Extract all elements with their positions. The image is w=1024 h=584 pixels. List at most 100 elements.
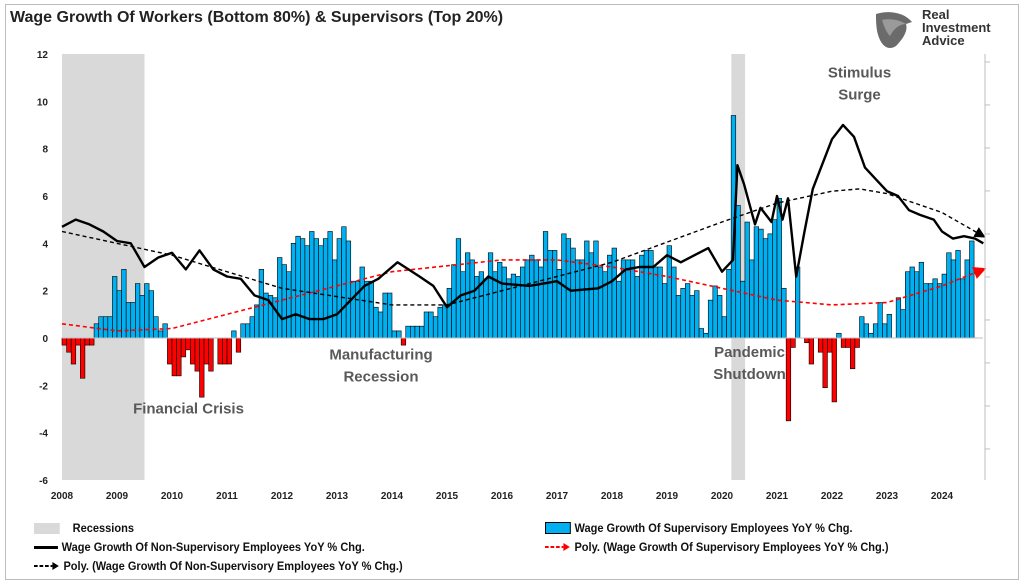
- supervisory-bar: [428, 311, 434, 339]
- supervisory-bar: [836, 332, 842, 339]
- supervisory-bar: [680, 287, 686, 339]
- annotation-text: Recession: [343, 368, 418, 385]
- supervisory-bar: [808, 337, 814, 365]
- legend-bar-swatch: [545, 522, 571, 534]
- supervisory-bar: [726, 269, 732, 339]
- supervisory-bar: [469, 259, 475, 339]
- supervisory-bar: [377, 311, 384, 339]
- supervisory-bar: [520, 266, 526, 339]
- legend-poly-supervisory: Poly. (Wage Growth Of Supervisory Employ…: [545, 540, 889, 554]
- x-tick-label: 2014: [381, 491, 404, 502]
- supervisory-bar: [542, 231, 549, 339]
- supervisory-bar: [552, 250, 558, 339]
- supervisory-bar: [102, 316, 109, 339]
- legend-dashed-arrow-icon: [34, 562, 59, 570]
- supervisory-bar: [432, 316, 439, 339]
- legend-recessions: Recessions: [34, 521, 134, 535]
- supervisory-bar: [652, 266, 659, 339]
- poly-supervisory-trendline: [61, 259, 987, 332]
- supervisory-bar: [400, 337, 407, 346]
- supervisory-bar: [804, 337, 810, 344]
- supervisory-bar: [643, 250, 649, 339]
- supervisory-bar: [840, 337, 847, 348]
- annotation-text: Financial Crisis: [133, 401, 244, 418]
- supervisory-bar: [70, 337, 77, 365]
- supervisory-bar: [336, 238, 342, 339]
- supervisory-bar: [895, 297, 902, 339]
- supervisory-bar: [437, 306, 443, 339]
- x-tick-label: 2018: [601, 491, 624, 502]
- supervisory-bar: [84, 337, 90, 346]
- supervisory-bar: [341, 226, 347, 339]
- supervisory-bar: [827, 337, 833, 353]
- x-tick-label: 2024: [931, 491, 954, 502]
- supervisory-bar: [854, 337, 860, 348]
- supervisory-bar: [130, 302, 136, 339]
- y-tick-label: 4: [42, 239, 48, 250]
- supervisory-bar: [703, 332, 709, 339]
- supervisory-bar: [964, 259, 970, 339]
- supervisory-bar: [648, 250, 654, 339]
- supervisory-bar: [497, 261, 503, 339]
- y-tick-label: -4: [39, 429, 48, 440]
- annotation-text: Pandemic: [714, 344, 785, 361]
- supervisory-bar: [529, 254, 535, 339]
- supervisory-bar: [258, 269, 264, 339]
- y-tick-label: 2: [42, 287, 48, 298]
- supervisory-bar: [364, 280, 370, 339]
- legend-label: Poly. (Wage Growth Of Supervisory Employ…: [574, 540, 889, 554]
- x-tick-label: 2016: [491, 491, 514, 502]
- chart-frame: [5, 4, 1019, 580]
- supervisory-bar: [162, 323, 168, 339]
- supervisory-bar: [666, 245, 672, 339]
- legend-recession-swatch: [34, 522, 60, 534]
- supervisory-bar: [886, 314, 892, 339]
- supervisory-bar: [272, 297, 278, 339]
- supervisory-bar: [107, 316, 113, 339]
- supervisory-bar: [350, 280, 356, 339]
- supervisory-bar: [455, 238, 462, 339]
- supervisory-bar: [373, 306, 379, 339]
- supervisory-bar: [176, 337, 182, 377]
- supervisory-bar: [222, 337, 228, 365]
- supervisory-bar: [776, 198, 782, 339]
- y-tick-label: 8: [42, 145, 48, 156]
- x-tick-label: 2013: [326, 491, 349, 502]
- supervisory-bar: [831, 337, 837, 403]
- supervisory-bar: [66, 337, 72, 353]
- supervisory-bar: [387, 292, 393, 339]
- supervisory-bar: [597, 266, 604, 339]
- supervisory-bar: [937, 283, 943, 339]
- supervisory-bar: [877, 302, 883, 339]
- supervisory-bar: [153, 316, 159, 339]
- supervisory-bar: [749, 259, 755, 339]
- logo-line-1: Real: [922, 7, 950, 22]
- logo-line-2: Investment: [922, 20, 991, 35]
- supervisory-bar: [872, 323, 879, 339]
- x-tick-label: 2011: [216, 491, 238, 502]
- supervisory-bar: [905, 271, 911, 339]
- supervisory-bar: [414, 325, 420, 339]
- supervisory-bar: [487, 252, 494, 339]
- supervisory-bar: [785, 337, 792, 422]
- supervisory-bar: [721, 316, 727, 339]
- supervisory-bar: [556, 269, 562, 339]
- supervisory-bar: [859, 316, 865, 339]
- supervisory-bar: [75, 337, 81, 346]
- supervisory-bar: [927, 283, 934, 339]
- supervisory-bar: [167, 337, 173, 365]
- supervisory-bar: [625, 259, 631, 339]
- supervisory-bar: [588, 252, 594, 339]
- supervisory-bar: [240, 323, 246, 339]
- x-tick-label: 2019: [656, 491, 679, 502]
- supervisory-bar: [524, 259, 530, 339]
- supervisory-bar: [313, 238, 319, 339]
- supervisory-bar: [662, 283, 668, 339]
- supervisory-bar: [208, 337, 214, 372]
- legend-nonsupervisory: Wage Growth Of Non-Supervisory Employees…: [34, 540, 365, 554]
- supervisory-bar: [300, 238, 306, 339]
- supervisory-bar: [694, 290, 700, 339]
- supervisory-bar: [762, 238, 769, 339]
- supervisory-bar: [744, 221, 750, 339]
